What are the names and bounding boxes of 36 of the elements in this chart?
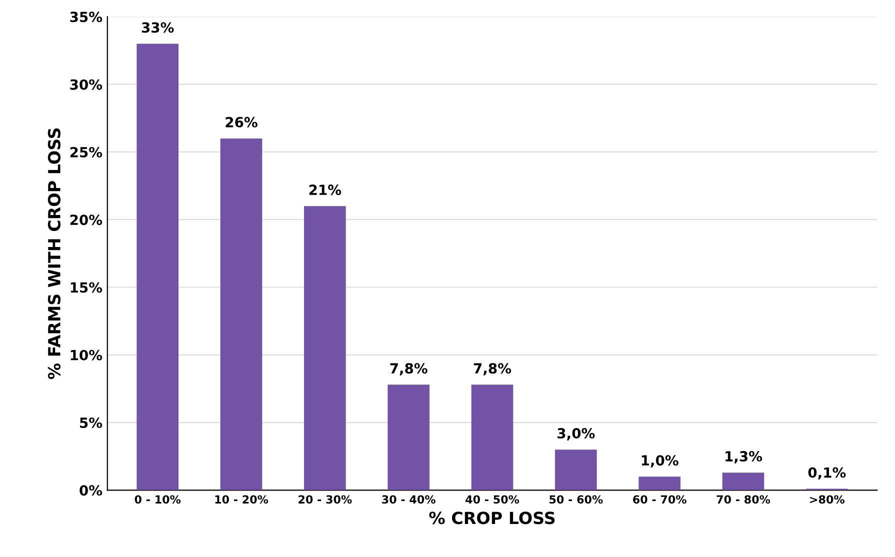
x-tick-label: 30 - 40% [382,495,436,504]
data-label: 33% [142,22,174,33]
bar [136,44,179,490]
data-label: 26% [226,116,258,128]
data-label: 3,0% [558,428,595,440]
data-label: 1,3% [726,451,762,464]
y-tick-label: 20% [70,214,102,226]
x-tick-label: 20 - 30% [298,495,352,504]
x-axis-title: % CROP LOSS [429,512,555,524]
data-label: 1,0% [642,455,678,468]
bar [388,384,430,490]
x-tick-label: 0 - 10% [134,495,181,504]
data-label: 21% [309,184,342,196]
x-tick-label: 40 - 50% [466,495,520,504]
y-tick-label: 35% [70,12,102,22]
y-tick-label: 10% [70,350,102,360]
bar [638,476,680,490]
y-tick-label: 30% [70,79,102,90]
bar [722,472,764,490]
bar [554,450,597,490]
data-label: 7,8% [390,363,428,376]
bar [471,384,514,490]
x-tick-label: 60 - 70% [633,495,686,504]
data-label: 0,1% [808,467,846,480]
y-tick-label: 0% [80,485,102,496]
x-tick-label: 70 - 80% [716,495,770,504]
y-axis-title: % FARMS WITH CROP LOSS [48,128,61,380]
y-tick-label: 25% [70,146,102,158]
bar [304,206,346,490]
data-label: 7,8% [474,363,512,376]
bar [220,138,262,490]
x-tick-label: 10 - 20% [215,495,268,504]
x-tick-label: >80% [810,495,844,504]
y-tick-label: 15% [70,282,102,293]
x-tick-label: 50 - 60% [550,495,603,504]
y-tick-label: 5% [80,417,102,428]
